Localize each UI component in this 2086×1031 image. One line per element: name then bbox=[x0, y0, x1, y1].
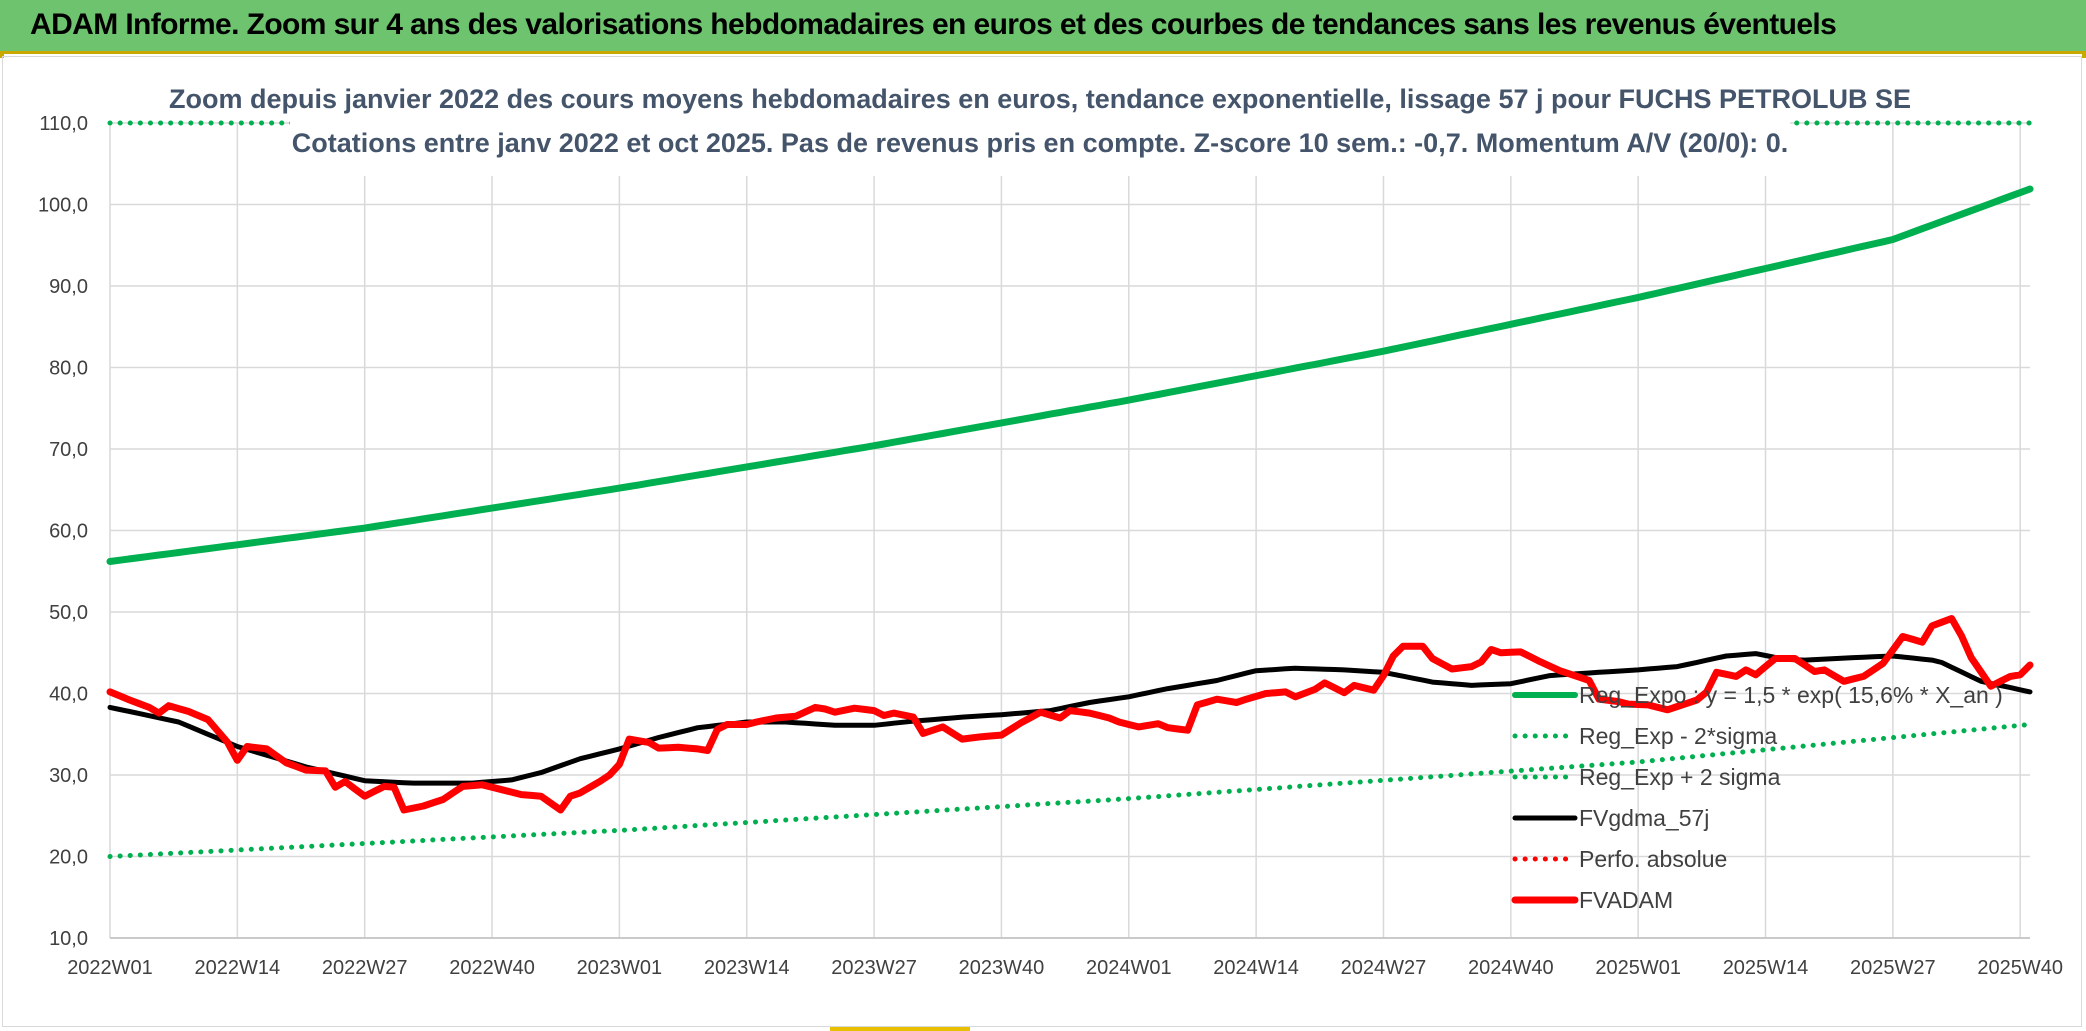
series-line-2 bbox=[107, 722, 2033, 859]
x-tick-label: 2025W40 bbox=[1977, 957, 2063, 979]
legend-label: Reg_Expo : y = 1,5 * exp( 15,6% * X_an ) bbox=[1579, 682, 2003, 708]
gridlines bbox=[109, 122, 2030, 939]
x-tick-label: 2024W01 bbox=[1086, 957, 1172, 979]
y-tick-label: 90,0 bbox=[49, 276, 88, 298]
x-tick-label: 2023W40 bbox=[959, 957, 1045, 979]
x-tick-label: 2025W14 bbox=[1723, 957, 1809, 979]
chart-title-box bbox=[290, 76, 1790, 176]
x-tick-label: 2025W27 bbox=[1850, 957, 1936, 979]
chart: 10,0 20,0 30,0 40,0 50,0 60,0 70,0 80,0 90,0 100,… bbox=[38, 76, 2063, 979]
x-tick-label: 2022W27 bbox=[322, 957, 408, 979]
legend-label: FVgdma_57j bbox=[1579, 805, 1709, 831]
x-tick-label: 2025W01 bbox=[1595, 957, 1681, 979]
title-bar: ADAM Informe. Zoom sur 4 ans des valoris… bbox=[0, 0, 2086, 54]
x-tick-label: 2022W14 bbox=[195, 957, 281, 979]
series-group bbox=[106, 76, 2034, 859]
bottom-accent bbox=[830, 1027, 970, 1031]
y-tick-label: 100,0 bbox=[38, 195, 88, 217]
x-tick-label: 2023W01 bbox=[577, 957, 663, 979]
x-tick-label: 2024W40 bbox=[1468, 957, 1554, 979]
x-tick-label: 2024W14 bbox=[1213, 957, 1299, 979]
x-tick-label: 2022W01 bbox=[67, 957, 153, 979]
x-axis: 2022W01 2022W14 2022W27 2022W40 2023W01 2023W… bbox=[67, 937, 2063, 979]
y-tick-label: 60,0 bbox=[49, 521, 88, 543]
chart-title-line2: Cotations entre janv 2022 et oct 2025. P… bbox=[292, 128, 1789, 158]
y-tick-label: 70,0 bbox=[49, 439, 88, 461]
y-tick-label: 40,0 bbox=[49, 684, 88, 706]
legend-label: FVADAM bbox=[1579, 887, 1673, 913]
y-tick-label: 50,0 bbox=[49, 602, 88, 624]
legend-label: Reg_Exp + 2 sigma bbox=[1579, 764, 1781, 790]
page-title: ADAM Informe. Zoom sur 4 ans des valoris… bbox=[30, 8, 1837, 41]
y-tick-label: 30,0 bbox=[49, 765, 88, 787]
x-tick-label: 2022W40 bbox=[449, 957, 535, 979]
x-tick-label: 2024W27 bbox=[1341, 957, 1427, 979]
x-tick-label: 2023W14 bbox=[704, 957, 790, 979]
y-tick-label: 10,0 bbox=[49, 928, 88, 950]
legend-label: Perfo. absolue bbox=[1579, 846, 1727, 872]
y-tick-label: 20,0 bbox=[49, 847, 88, 869]
legend: Reg_Expo : y = 1,5 * exp( 15,6% * X_an )… bbox=[1511, 682, 2003, 913]
legend-label: Reg_Exp - 2*sigma bbox=[1579, 723, 1777, 749]
chart-title-line1: Zoom depuis janvier 2022 des cours moyen… bbox=[169, 84, 1911, 114]
chart-frame bbox=[2, 56, 2082, 1027]
y-tick-label: 80,0 bbox=[49, 358, 88, 380]
y-axis: 10,0 20,0 30,0 40,0 50,0 60,0 70,0 80,0 90,0 100,… bbox=[38, 113, 88, 950]
x-tick-label: 2023W27 bbox=[831, 957, 917, 979]
series-line-6 bbox=[106, 615, 2034, 814]
series-line-4 bbox=[107, 651, 2033, 786]
series-line-1 bbox=[106, 185, 2034, 565]
corner-mark-right bbox=[2082, 54, 2086, 58]
y-tick-label: 110,0 bbox=[39, 113, 88, 135]
